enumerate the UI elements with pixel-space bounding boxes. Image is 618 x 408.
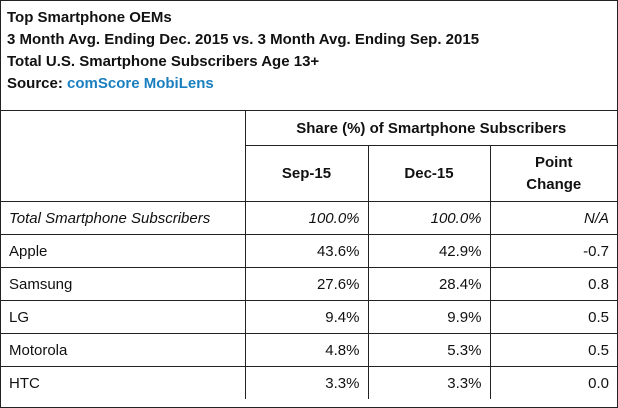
column-header-dec: Dec-15: [367, 145, 491, 202]
source-name: comScore MobiLens: [67, 75, 214, 92]
row-label-cell: Motorola: [0, 333, 246, 367]
point-change-cell: N/A: [489, 201, 618, 235]
row-label-cell: HTC: [0, 366, 246, 400]
sep-15-cell: 27.6%: [244, 267, 369, 301]
point-change-cell: 0.5: [489, 333, 618, 367]
column-header-row: Sep-15 Dec-15 Point Change: [1, 145, 618, 202]
sep-15-cell: 4.8%: [244, 333, 369, 367]
table-title: Top Smartphone OEMs: [7, 9, 172, 26]
dec-15-cell: 3.3%: [367, 366, 491, 400]
table-row: Apple 43.6% 42.9% -0.7: [0, 234, 618, 268]
sep-15-cell: 9.4%: [244, 300, 369, 334]
sep-15-cell: 100.0%: [244, 201, 369, 235]
group-header-share: Share (%) of Smartphone Subscribers: [244, 110, 618, 146]
oem-share-table: Share (%) of Smartphone Subscribers Sep-…: [0, 110, 618, 400]
source-label: Source:: [7, 75, 68, 92]
column-header-change-label: Point Change: [526, 153, 582, 193]
source-line: Source: comScore MobiLens: [7, 73, 617, 95]
sep-15-cell: 3.3%: [244, 366, 369, 400]
row-label-cell: Total Smartphone Subscribers: [0, 201, 246, 235]
table-row: LG 9.4% 9.9% 0.5: [0, 300, 618, 334]
period-subtitle: 3 Month Avg. Ending Dec. 2015 vs. 3 Mont…: [7, 31, 480, 48]
group-header-row: Share (%) of Smartphone Subscribers: [0, 110, 618, 202]
table-row: Motorola 4.8% 5.3% 0.5: [0, 333, 618, 367]
table-body: Total Smartphone Subscribers 100.0% 100.0%…: [0, 201, 618, 400]
dec-15-cell: 100.0%: [367, 201, 491, 235]
point-change-cell: 0.0: [489, 366, 618, 400]
corner-cell: [0, 110, 246, 202]
row-label-cell: LG: [0, 300, 246, 334]
point-change-cell: 0.8: [489, 267, 618, 301]
row-label-cell: Apple: [0, 234, 246, 268]
point-change-cell: -0.7: [489, 234, 618, 268]
table-row: HTC 3.3% 3.3% 0.0: [0, 366, 618, 400]
table-header-block: Top Smartphone OEMs 3 Month Avg. Ending …: [1, 1, 617, 111]
column-header-sep: Sep-15: [244, 145, 369, 202]
total-row: Total Smartphone Subscribers 100.0% 100.0%…: [0, 201, 618, 235]
dec-15-cell: 42.9%: [367, 234, 491, 268]
sep-15-cell: 43.6%: [244, 234, 369, 268]
dec-15-cell: 28.4%: [367, 267, 491, 301]
dec-15-cell: 9.9%: [367, 300, 491, 334]
dec-15-cell: 5.3%: [367, 333, 491, 367]
population-subtitle: Total U.S. Smartphone Subscribers Age 13…: [7, 53, 320, 70]
table-row: Samsung 27.6% 28.4% 0.8: [0, 267, 618, 301]
point-change-cell: 0.5: [489, 300, 618, 334]
row-label-cell: Samsung: [0, 267, 246, 301]
column-header-change: Point Change: [489, 145, 618, 202]
